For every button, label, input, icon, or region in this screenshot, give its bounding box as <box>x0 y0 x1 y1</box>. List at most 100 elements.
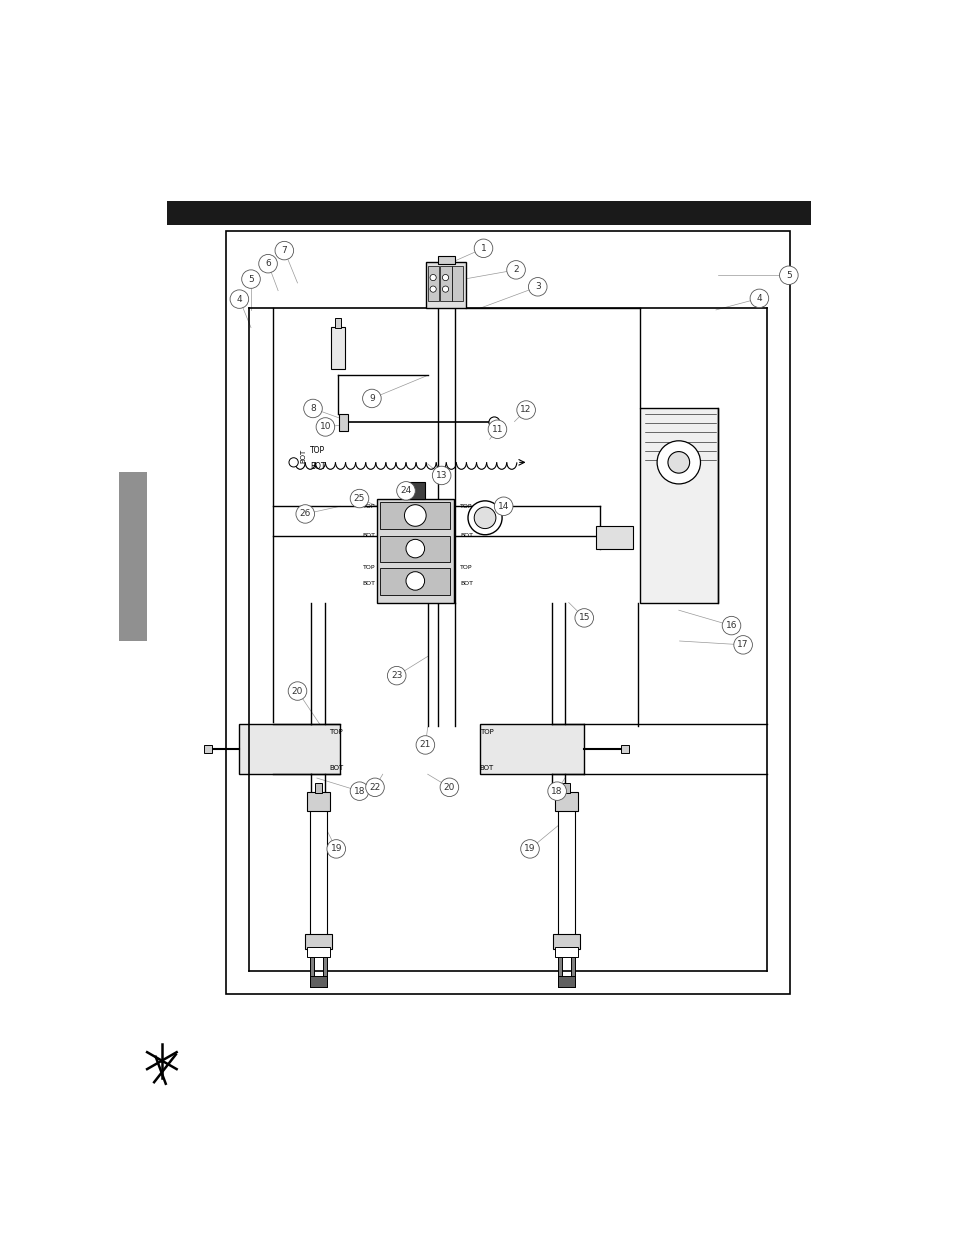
Text: 4: 4 <box>236 295 242 304</box>
Text: 10: 10 <box>319 422 331 431</box>
Text: BOT: BOT <box>299 450 306 463</box>
Bar <box>479 724 583 774</box>
Bar <box>167 200 810 225</box>
Text: BOT: BOT <box>459 580 473 585</box>
Circle shape <box>667 452 689 473</box>
Bar <box>452 266 463 300</box>
Text: 4: 4 <box>756 294 761 303</box>
Bar <box>323 957 327 988</box>
Circle shape <box>721 616 740 635</box>
Text: 14: 14 <box>497 501 509 511</box>
Circle shape <box>350 489 369 508</box>
Circle shape <box>520 840 538 858</box>
Text: 2: 2 <box>513 266 518 274</box>
Circle shape <box>230 290 249 309</box>
Circle shape <box>439 778 458 797</box>
Text: BOT: BOT <box>310 462 325 471</box>
Bar <box>553 934 579 948</box>
Circle shape <box>258 254 277 273</box>
Text: BOT: BOT <box>479 764 494 771</box>
Bar <box>310 795 327 941</box>
Circle shape <box>416 736 435 755</box>
Bar <box>639 409 717 603</box>
Text: 3: 3 <box>535 283 540 291</box>
Text: BOT: BOT <box>362 580 375 585</box>
Bar <box>335 317 340 329</box>
Bar <box>338 414 348 431</box>
Text: 23: 23 <box>391 671 402 680</box>
Circle shape <box>289 458 298 467</box>
Text: 17: 17 <box>737 641 748 650</box>
Bar <box>380 568 450 595</box>
Circle shape <box>575 609 593 627</box>
Circle shape <box>387 667 406 685</box>
Bar <box>439 266 452 300</box>
Circle shape <box>396 482 415 500</box>
Bar <box>310 976 327 988</box>
Text: 13: 13 <box>436 471 447 480</box>
Text: 6: 6 <box>265 259 271 268</box>
Bar <box>331 327 344 369</box>
Text: 25: 25 <box>354 494 365 503</box>
Text: 21: 21 <box>419 741 431 750</box>
Circle shape <box>365 778 384 797</box>
Text: 18: 18 <box>551 787 562 795</box>
Circle shape <box>241 270 260 288</box>
Circle shape <box>303 399 322 417</box>
Text: TOP: TOP <box>459 504 473 509</box>
Text: 20: 20 <box>443 783 455 792</box>
Text: 24: 24 <box>400 487 411 495</box>
Circle shape <box>442 287 448 293</box>
Text: 18: 18 <box>354 787 365 795</box>
Text: 12: 12 <box>520 405 531 415</box>
Bar <box>558 795 575 941</box>
Circle shape <box>362 389 381 408</box>
Bar <box>426 262 466 309</box>
Circle shape <box>295 505 314 524</box>
Bar <box>204 745 212 752</box>
Bar <box>305 934 332 948</box>
Bar <box>406 482 424 499</box>
Text: BOT: BOT <box>329 764 343 771</box>
Circle shape <box>517 401 535 419</box>
Text: TOP: TOP <box>362 504 375 509</box>
Circle shape <box>779 266 798 284</box>
Circle shape <box>547 782 566 800</box>
Text: 9: 9 <box>369 394 375 403</box>
Circle shape <box>406 540 424 558</box>
Text: 20: 20 <box>292 687 303 695</box>
Circle shape <box>406 572 424 590</box>
Bar <box>620 745 629 752</box>
Circle shape <box>327 840 345 858</box>
Text: 19: 19 <box>524 845 536 853</box>
Text: 16: 16 <box>725 621 737 630</box>
Text: TOP: TOP <box>310 446 325 456</box>
Circle shape <box>749 289 768 308</box>
Circle shape <box>430 287 436 293</box>
Bar <box>239 724 340 774</box>
Circle shape <box>274 241 294 259</box>
Text: TOP: TOP <box>459 566 473 571</box>
Bar <box>307 947 330 957</box>
Text: TOP: TOP <box>362 566 375 571</box>
Text: 5: 5 <box>785 270 791 280</box>
Text: 11: 11 <box>491 425 502 433</box>
Circle shape <box>430 274 436 280</box>
Bar <box>380 503 450 530</box>
Bar <box>555 792 578 811</box>
Circle shape <box>528 278 546 296</box>
Bar <box>555 947 578 957</box>
Bar <box>310 957 314 988</box>
Circle shape <box>657 441 700 484</box>
Bar <box>427 266 439 300</box>
Text: 19: 19 <box>330 845 341 853</box>
Bar <box>558 957 561 988</box>
Circle shape <box>488 417 499 427</box>
Circle shape <box>432 466 451 484</box>
Text: 8: 8 <box>310 404 315 412</box>
Circle shape <box>488 420 506 438</box>
Text: 15: 15 <box>578 614 589 622</box>
Circle shape <box>506 261 525 279</box>
Circle shape <box>494 496 513 515</box>
Text: BOT: BOT <box>459 534 473 538</box>
